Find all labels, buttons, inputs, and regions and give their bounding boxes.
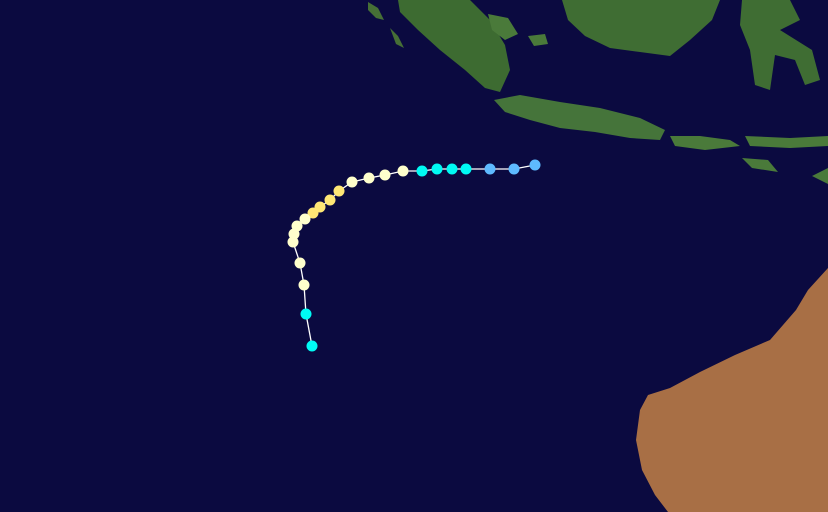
island [670,136,740,150]
track-point [307,207,319,219]
land [368,0,828,512]
track-point [397,165,409,177]
track-point [529,159,541,171]
track-point [460,163,472,175]
track-point [306,340,318,352]
island [368,2,384,20]
island [812,168,828,184]
track-point [294,257,306,269]
track-point [324,194,336,206]
track-point [416,165,428,177]
track-point [333,185,345,197]
sumba [742,158,778,172]
storm-track [287,159,541,352]
track-point [288,228,300,240]
borneo [562,0,720,56]
island [488,14,518,40]
sumatra [398,0,510,92]
track-point [379,169,391,181]
track-point [484,163,496,175]
track-point [346,176,358,188]
sulawesi [740,0,820,90]
island [390,28,404,48]
island [745,136,828,148]
track-point [287,236,299,248]
track-point [508,163,520,175]
australia [636,268,828,512]
track-point [363,172,375,184]
java [494,95,665,140]
island [528,34,548,46]
track-point [431,163,443,175]
track-point [298,279,310,291]
track-point [299,213,311,225]
track-point [446,163,458,175]
track-point [300,308,312,320]
